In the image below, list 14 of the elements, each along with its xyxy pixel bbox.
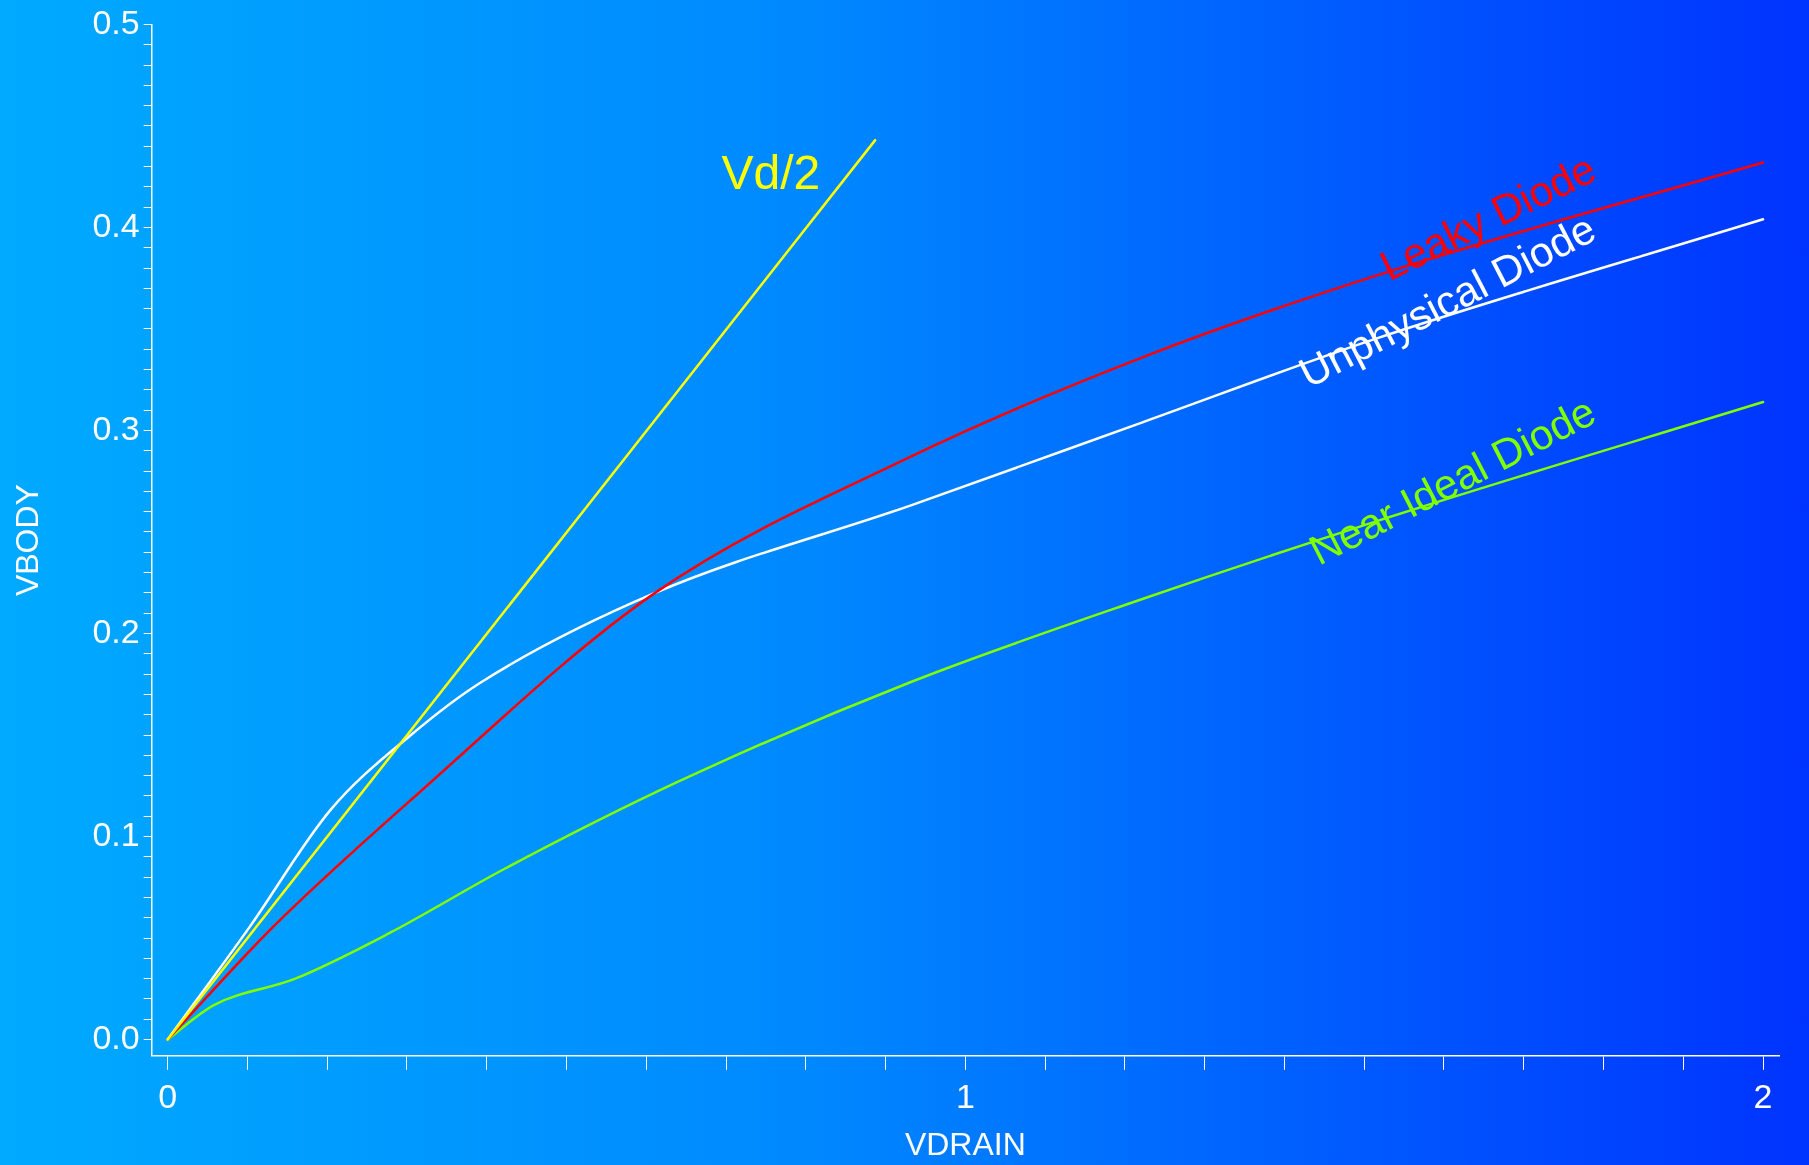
text: Near Ideal Diode [1301, 387, 1603, 575]
y-tick-label: 0.2 [92, 611, 140, 650]
y-tick-label: 0.4 [92, 205, 140, 244]
line-series [166, 400, 1765, 1041]
y-tick-label: 0.1 [92, 814, 140, 853]
x-tick-label: 1 [955, 1076, 975, 1115]
x-tick-label: 0 [158, 1076, 178, 1115]
y-tick-label: 0.3 [92, 408, 140, 447]
y-tick-label: 0.0 [92, 1017, 140, 1056]
y-axis-title: VBODY [9, 484, 46, 597]
series-label: Vd/2 [721, 146, 821, 200]
x-axis-title: VDRAIN [904, 1125, 1026, 1162]
y-tick-label: 0.5 [92, 2, 140, 41]
x-tick-label: 2 [1753, 1076, 1773, 1115]
